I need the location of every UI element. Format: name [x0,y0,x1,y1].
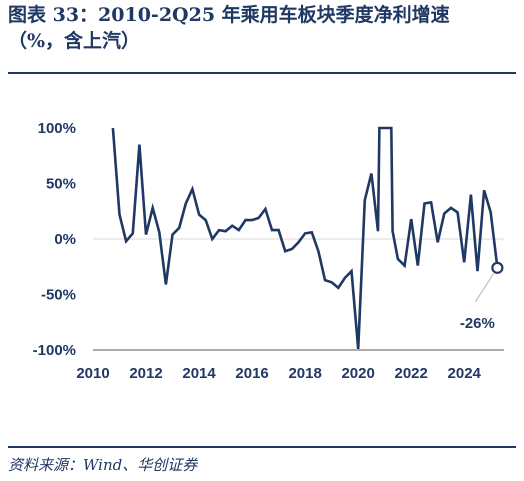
y-tick-label: -100% [33,342,76,359]
title-divider [8,72,516,74]
source-divider [8,446,516,448]
x-tick-label: 2014 [182,365,216,382]
x-tick-label: 2016 [235,365,268,382]
y-tick-label: -50% [41,287,76,304]
chart-title: 图表 33：2010-2Q25 年乘用车板块季度净利增速 （%，含上汽） [8,2,518,54]
annotation-marker [491,261,504,274]
x-tick-label: 2024 [448,365,482,382]
x-tick-label: 2018 [288,365,321,382]
x-tick-label: 2020 [341,365,374,382]
y-tick-label: 100% [38,120,76,137]
chart-title-line2: （%，含上汽） [8,30,141,52]
y-tick-label: 50% [46,176,76,193]
x-tick-label: 2012 [129,365,162,382]
annotation-label: -26% [460,315,495,332]
x-tick-label: 2010 [76,365,109,382]
x-tick-label: 2022 [395,365,428,382]
series-line [111,126,499,350]
source-note: 资料来源：Wind、华创证券 [8,456,198,474]
annotation-leader [474,273,494,303]
chart-title-line1: 图表 33：2010-2Q25 年乘用车板块季度净利增速 [8,4,450,26]
y-tick-label: 0% [54,231,76,248]
